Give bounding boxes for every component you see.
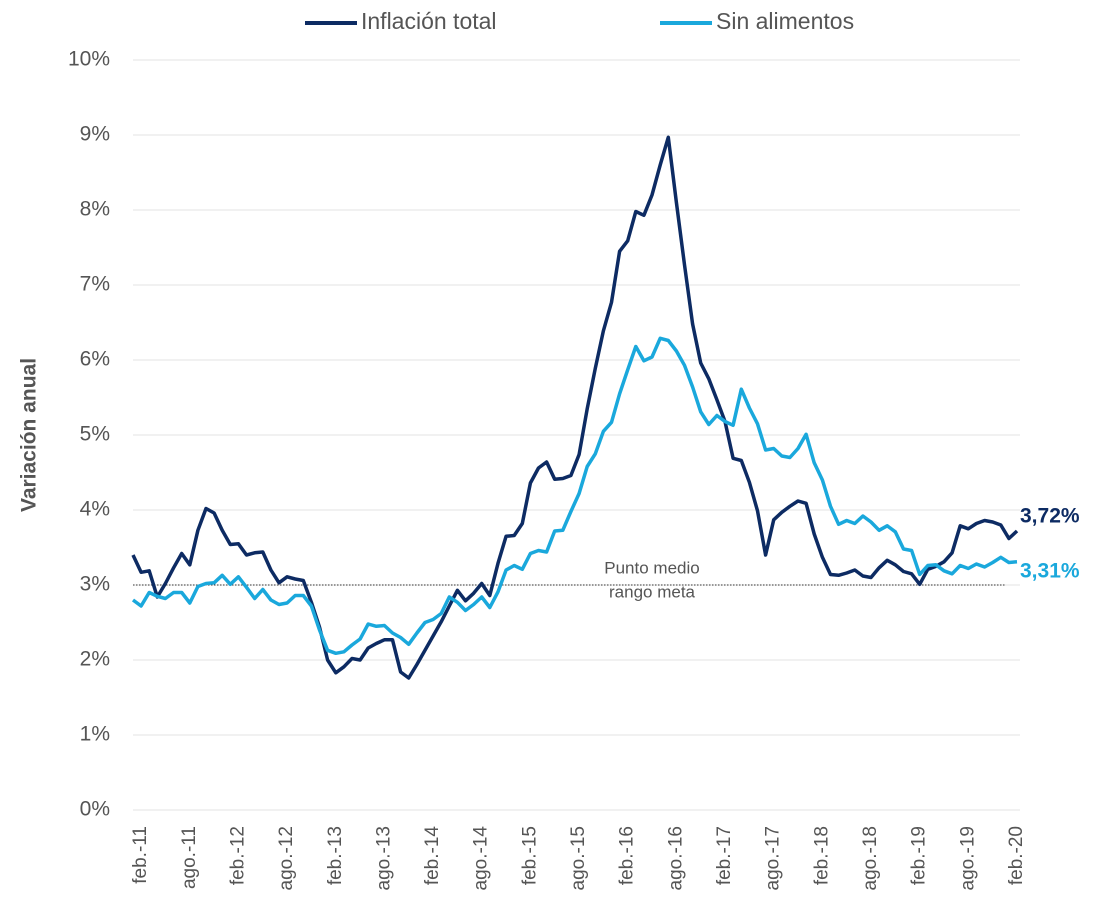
y-tick-label: 4% <box>80 498 110 521</box>
x-tick-label: ago.-15 <box>568 826 589 890</box>
legend-label: Sin alimentos <box>716 8 854 34</box>
x-tick-label: ago.-18 <box>860 826 881 890</box>
y-tick-label: 9% <box>80 123 110 146</box>
x-tick-label: ago.-16 <box>665 826 686 890</box>
y-axis-label: Variación anual <box>18 358 41 512</box>
y-tick-label: 5% <box>80 423 110 446</box>
x-tick-label: ago.-11 <box>179 826 200 889</box>
series-line <box>131 336 1018 656</box>
value-label: 3,72% <box>1020 505 1080 528</box>
x-tick-label: feb.-17 <box>714 826 735 885</box>
x-tick-label: feb.-15 <box>519 826 540 885</box>
reference-label: Punto medio <box>604 558 699 577</box>
x-tick-label: feb.-16 <box>617 826 638 885</box>
x-tick-label: ago.-17 <box>763 826 784 890</box>
x-tick-label: feb.-19 <box>909 826 930 885</box>
series-line <box>131 135 1019 680</box>
reference-label: rango meta <box>609 582 696 601</box>
y-tick-label: 8% <box>80 198 110 221</box>
x-tick-label: feb.-18 <box>811 826 832 885</box>
x-tick-label: feb.-20 <box>1006 826 1027 885</box>
x-tick-label: ago.-12 <box>276 826 297 890</box>
y-tick-label: 6% <box>80 348 110 371</box>
y-tick-label: 1% <box>80 723 110 746</box>
x-tick-label: feb.-11 <box>130 826 151 884</box>
x-tick-label: feb.-14 <box>422 826 443 886</box>
y-tick-label: 7% <box>80 273 110 296</box>
x-tick-label: ago.-19 <box>957 826 978 890</box>
x-tick-label: ago.-13 <box>373 826 394 890</box>
x-tick-label: ago.-14 <box>471 826 492 891</box>
x-tick-label: feb.-12 <box>227 826 248 885</box>
value-label: 3,31% <box>1020 559 1080 582</box>
y-tick-label: 3% <box>80 573 110 596</box>
y-tick-label: 2% <box>80 648 110 671</box>
y-tick-label: 10% <box>68 48 110 71</box>
y-tick-label: 0% <box>80 798 110 821</box>
legend-label: Inflación total <box>361 8 497 34</box>
x-tick-label: feb.-13 <box>325 826 346 885</box>
